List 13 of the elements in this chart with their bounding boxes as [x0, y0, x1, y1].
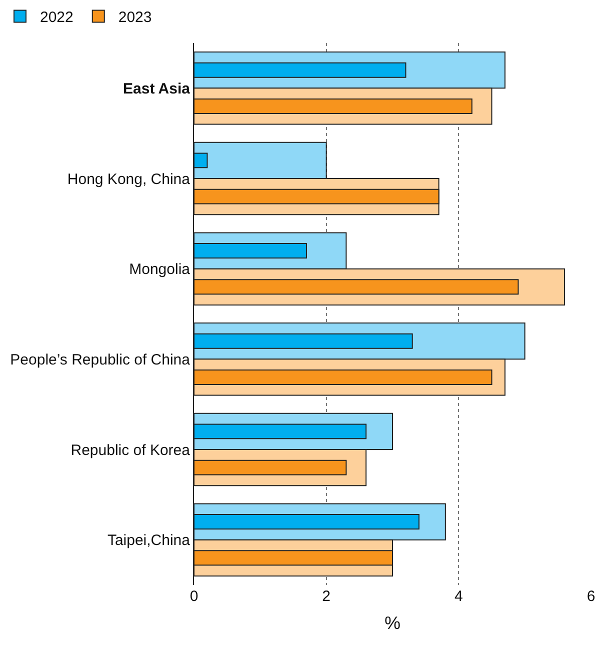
y-tick-label: Republic of Korea	[70, 442, 191, 459]
legend-label: 2022	[40, 9, 74, 26]
y-tick-label: Hong Kong, China	[67, 170, 191, 188]
legend-label: 2023	[118, 9, 152, 26]
y-tick-label: People’s Republic of China	[10, 351, 191, 368]
y-tick-label: Mongolia	[129, 261, 191, 278]
x-axis-title: %	[384, 613, 401, 634]
x-tick-label: 6	[586, 588, 596, 605]
x-tick-label: 2	[322, 588, 330, 605]
x-tick-label: 0	[190, 588, 198, 605]
y-tick-label: Taipei,China	[107, 532, 191, 550]
x-tick-label: 4	[454, 588, 463, 605]
y-tick-label: East Asia	[123, 80, 191, 98]
